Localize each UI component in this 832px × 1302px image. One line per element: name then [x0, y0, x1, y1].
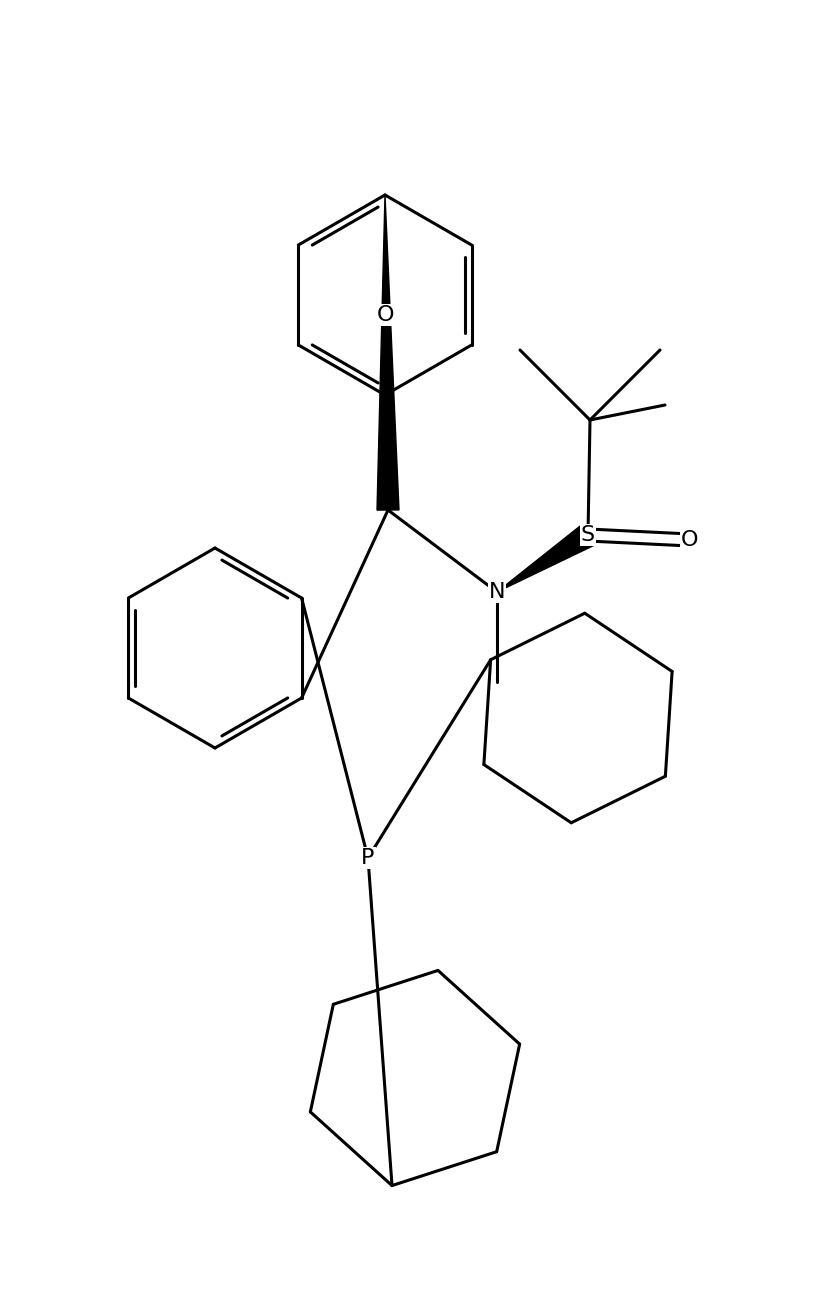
Polygon shape — [497, 525, 594, 592]
Text: O: O — [376, 305, 394, 326]
Text: O: O — [681, 530, 699, 549]
Text: P: P — [361, 848, 374, 868]
Text: N: N — [488, 582, 505, 602]
Text: S: S — [581, 525, 595, 546]
Polygon shape — [377, 195, 399, 510]
